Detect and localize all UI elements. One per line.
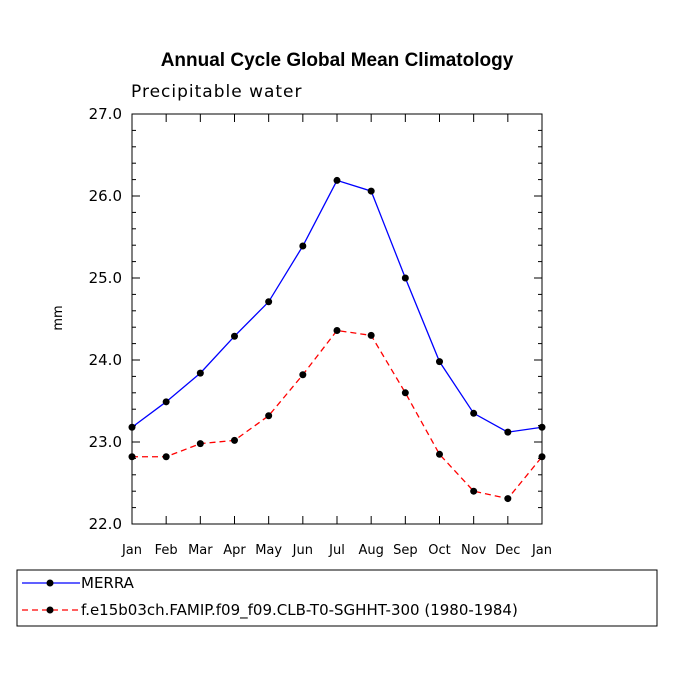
x-tick-label: Apr bbox=[223, 543, 246, 558]
series-group bbox=[128, 176, 546, 503]
data-point bbox=[504, 495, 512, 503]
x-tick-label: Oct bbox=[428, 543, 450, 558]
x-tick-label: Jun bbox=[292, 543, 313, 558]
legend-label-2: f.e15b03ch.FAMIP.f09_f09.CLB-T0-SGHHT-30… bbox=[81, 601, 518, 620]
y-axis-label: mm bbox=[51, 305, 66, 330]
data-point bbox=[470, 409, 478, 417]
x-tick-label: Jul bbox=[328, 543, 345, 558]
data-point bbox=[299, 242, 307, 250]
series-line-2 bbox=[132, 329, 543, 500]
y-axis-ticks: 22.0 23.0 24.0 25.0 26.0 27.0 bbox=[89, 105, 542, 533]
series-line-1 bbox=[131, 179, 543, 433]
chart-subtitle: Precipitable water bbox=[131, 82, 303, 102]
data-point bbox=[436, 358, 443, 366]
y-tick-label: 27.0 bbox=[89, 105, 122, 123]
plot-frame bbox=[131, 113, 543, 525]
data-point bbox=[470, 487, 478, 495]
y-tick-label: 25.0 bbox=[89, 269, 122, 287]
y-tick-label: 23.0 bbox=[89, 433, 122, 451]
data-point bbox=[299, 371, 307, 379]
y-tick-label: 24.0 bbox=[89, 351, 122, 369]
data-point bbox=[436, 450, 443, 458]
legend-marker bbox=[46, 606, 54, 614]
data-point bbox=[504, 428, 512, 436]
data-point bbox=[367, 187, 375, 195]
x-tick-label: Dec bbox=[495, 543, 520, 558]
data-point bbox=[333, 326, 341, 334]
legend: MERRA f.e15b03ch.FAMIP.f09_f09.CLB-T0-SGH… bbox=[22, 574, 518, 620]
legend-box bbox=[16, 569, 658, 627]
x-tick-label: Jan bbox=[531, 543, 552, 558]
data-point bbox=[538, 453, 546, 461]
data-point bbox=[128, 453, 136, 461]
data-point bbox=[401, 274, 409, 282]
y-tick-label: 26.0 bbox=[89, 187, 122, 205]
data-point bbox=[196, 440, 204, 448]
legend-label-1: MERRA bbox=[81, 574, 135, 592]
x-axis-ticks: Jan Feb Mar Apr May Jun Jul Aug Sep Oct Nov Dec Jan bbox=[121, 114, 552, 558]
chart-title: Annual Cycle Global Mean Climatology bbox=[161, 50, 514, 71]
data-point bbox=[265, 298, 273, 306]
data-point bbox=[231, 436, 238, 444]
x-tick-label: May bbox=[255, 543, 282, 558]
data-point bbox=[367, 331, 375, 339]
x-tick-label: Aug bbox=[358, 543, 383, 558]
data-point bbox=[538, 423, 546, 431]
data-point bbox=[265, 412, 273, 420]
data-point bbox=[196, 369, 204, 377]
data-point bbox=[231, 332, 238, 340]
data-point bbox=[333, 176, 341, 184]
data-point bbox=[128, 423, 136, 431]
data-point bbox=[162, 398, 170, 406]
y-tick-label: 22.0 bbox=[89, 515, 122, 533]
x-tick-label: Mar bbox=[188, 543, 213, 558]
x-tick-label: Nov bbox=[461, 543, 487, 558]
x-tick-label: Jan bbox=[121, 543, 142, 558]
data-point bbox=[401, 389, 409, 397]
legend-marker bbox=[46, 579, 54, 587]
data-point bbox=[162, 453, 170, 461]
x-tick-label: Feb bbox=[155, 543, 178, 558]
x-tick-label: Sep bbox=[393, 543, 418, 558]
